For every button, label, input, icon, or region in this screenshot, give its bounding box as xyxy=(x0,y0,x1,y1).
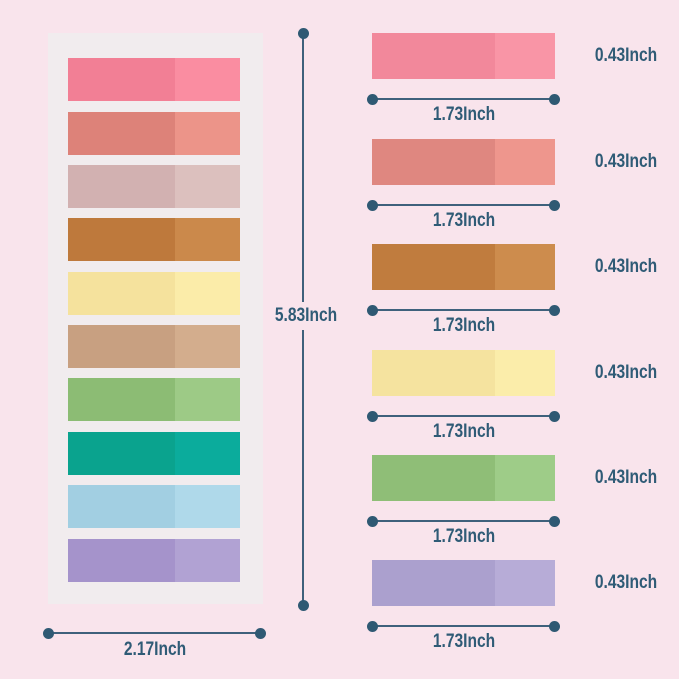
swatch-width-dimension-rule xyxy=(372,415,555,417)
color-strip-light-half xyxy=(174,272,240,315)
dimension-endpoint-dot xyxy=(367,305,378,316)
swatch-height-dimension-label-text: 0.43Inch xyxy=(594,467,658,488)
color-strip-light-half xyxy=(174,325,240,368)
swatch-width-dimension-label-text: 1.73Inch xyxy=(432,210,496,231)
swatch-width-dimension-label-text: 1.73Inch xyxy=(432,421,496,442)
swatch-height-dimension-label: 0.43Inch xyxy=(588,572,664,594)
swatch-width-dimension-label-text: 1.73Inch xyxy=(432,526,496,547)
color-strip-light-half xyxy=(174,539,240,582)
swatch-width-dimension-label: 1.73Inch xyxy=(426,526,502,548)
dimension-endpoint-dot xyxy=(549,411,560,422)
dimension-endpoint-dot xyxy=(549,305,560,316)
swatch-group-pink: 1.73Inch 0.43Inch xyxy=(367,33,679,133)
color-strip-salmon xyxy=(68,112,240,155)
color-strip-light-half xyxy=(494,560,555,606)
swatch-height-dimension-label-text: 0.43Inch xyxy=(594,256,658,277)
dimension-endpoint-dot xyxy=(549,200,560,211)
color-strip-light-half xyxy=(494,244,555,290)
card-width-dimension-label-text: 2.17Inch xyxy=(123,639,187,660)
color-strip-lavender xyxy=(68,539,240,582)
color-strip-light-half xyxy=(174,112,240,155)
dimension-endpoint-dot xyxy=(549,516,560,527)
swatch-height-dimension-label: 0.43Inch xyxy=(588,256,664,278)
swatch-height-dimension-label-text: 0.43Inch xyxy=(594,572,658,593)
swatch-height-dimension-label: 0.43Inch xyxy=(588,151,664,173)
swatch-width-dimension-rule xyxy=(372,520,555,522)
swatch-width-dimension-label: 1.73Inch xyxy=(426,315,502,337)
swatch-width-dimension-label-text: 1.73Inch xyxy=(432,315,496,336)
dimension-endpoint-dot xyxy=(367,516,378,527)
color-strip-light-half xyxy=(494,455,555,501)
swatch-width-dimension-rule xyxy=(372,309,555,311)
color-strip-light-half xyxy=(174,485,240,528)
dimension-endpoint-dot xyxy=(255,628,266,639)
color-strip-pale-yellow xyxy=(68,272,240,315)
color-strip-green xyxy=(68,378,240,421)
dimension-endpoint-dot xyxy=(367,411,378,422)
swatch-height-dimension-label: 0.43Inch xyxy=(588,362,664,384)
sample-card xyxy=(48,33,263,604)
swatch-height-dimension-label-text: 0.43Inch xyxy=(594,151,658,172)
color-strip-tan xyxy=(68,325,240,368)
color-strip-lavender xyxy=(372,560,555,606)
color-strip-light-half xyxy=(174,432,240,475)
swatch-width-dimension-label-text: 1.73Inch xyxy=(432,631,496,652)
swatch-height-dimension-label-text: 0.43Inch xyxy=(594,45,658,66)
swatch-height-dimension-label-text: 0.43Inch xyxy=(594,362,658,383)
card-width-dimension-label: 2.17Inch xyxy=(117,639,193,661)
color-strip-light-half xyxy=(174,378,240,421)
color-strip-pale-yellow xyxy=(372,350,555,396)
swatch-group-lavender: 1.73Inch 0.43Inch xyxy=(367,560,679,660)
swatch-width-dimension-rule xyxy=(372,625,555,627)
color-strip-light-half xyxy=(494,33,555,79)
dimension-endpoint-dot xyxy=(367,94,378,105)
dimension-endpoint-dot xyxy=(367,200,378,211)
dimension-endpoint-dot xyxy=(43,628,54,639)
color-strip-orange-brown xyxy=(372,244,555,290)
color-strip-light-half xyxy=(494,139,555,185)
dimension-endpoint-dot xyxy=(298,600,309,611)
swatch-height-dimension-label: 0.43Inch xyxy=(588,467,664,489)
color-strip-salmon xyxy=(372,139,555,185)
swatch-group-salmon: 1.73Inch 0.43Inch xyxy=(367,139,679,239)
swatch-width-dimension-label: 1.73Inch xyxy=(426,631,502,653)
color-strip-light-half xyxy=(174,218,240,261)
color-strip-light-blue xyxy=(68,485,240,528)
swatch-width-dimension-label-text: 1.73Inch xyxy=(432,104,496,125)
swatch-height-dimension-label: 0.43Inch xyxy=(588,45,664,67)
height-dimension-label-text: 5.83Inch xyxy=(274,305,338,326)
swatch-width-dimension-rule xyxy=(372,98,555,100)
swatch-width-dimension-label: 1.73Inch xyxy=(426,210,502,232)
color-strip-teal xyxy=(68,432,240,475)
color-strip-light-half xyxy=(174,58,240,101)
color-strip-dusty-rose xyxy=(68,165,240,208)
swatch-width-dimension-label: 1.73Inch xyxy=(426,104,502,126)
card-width-dimension-rule xyxy=(48,632,260,634)
color-strip-orange-brown xyxy=(68,218,240,261)
dimension-endpoint-dot xyxy=(549,94,560,105)
swatch-group-green: 1.73Inch 0.43Inch xyxy=(367,455,679,555)
dimension-endpoint-dot xyxy=(298,28,309,39)
dimension-endpoint-dot xyxy=(549,621,560,632)
color-strip-green xyxy=(372,455,555,501)
swatch-width-dimension-label: 1.73Inch xyxy=(426,421,502,443)
color-strip-pink xyxy=(68,58,240,101)
color-strip-light-half xyxy=(174,165,240,208)
height-dimension-label: 5.83Inch xyxy=(263,302,349,330)
swatch-group-orange-brown: 1.73Inch 0.43Inch xyxy=(367,244,679,344)
dimension-endpoint-dot xyxy=(367,621,378,632)
color-strip-light-half xyxy=(494,350,555,396)
color-strip-pink xyxy=(372,33,555,79)
swatch-width-dimension-rule xyxy=(372,204,555,206)
swatch-group-pale-yellow: 1.73Inch 0.43Inch xyxy=(367,350,679,450)
